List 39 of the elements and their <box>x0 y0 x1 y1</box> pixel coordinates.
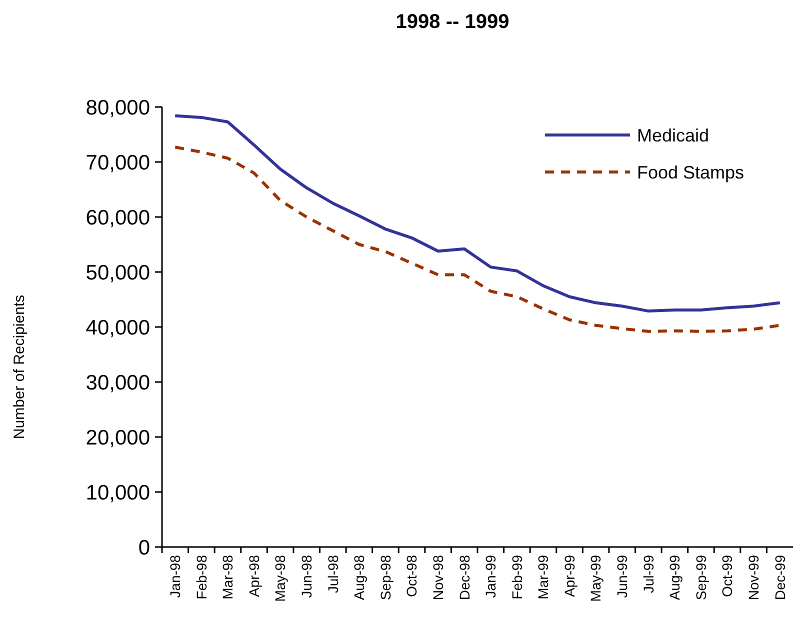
x-tick-label: Dec-98 <box>456 554 472 600</box>
x-tick-label: Nov-98 <box>430 554 446 600</box>
y-tick-label: 10,000 <box>86 481 150 504</box>
x-tick-label: Jan-99 <box>482 554 499 598</box>
y-tick-label: 0 <box>138 536 150 560</box>
y-tick-label: 80,000 <box>86 96 150 120</box>
x-tick-label: Sep-98 <box>377 554 394 600</box>
line-series <box>174 146 782 333</box>
legend-label: Food Stamps <box>637 162 744 182</box>
x-tick-label: Jun-99 <box>614 554 630 598</box>
x-tick-label: Oct-98 <box>404 554 420 598</box>
y-tick-label: 40,000 <box>86 316 150 340</box>
chart-title: 1998 -- 1999 <box>396 11 510 33</box>
y-tick-label: 70,000 <box>86 151 150 174</box>
x-tick-label: Feb-99 <box>508 554 525 600</box>
x-tick-label: Oct-99 <box>719 554 736 598</box>
x-tick-label: Nov-99 <box>745 554 762 600</box>
x-tick-label: Mar-98 <box>220 554 236 600</box>
y-axis-title: Number of Recipients <box>11 294 28 440</box>
x-tick-label: Jul-99 <box>640 554 656 594</box>
x-tick-label: Aug-99 <box>666 554 683 600</box>
x-tick-label: Apr-99 <box>561 554 578 598</box>
y-tick-label: 20,000 <box>86 426 150 450</box>
y-tick-label: 50,000 <box>86 261 150 284</box>
x-tick-label: Feb-98 <box>193 554 210 600</box>
x-tick-label: Sep-99 <box>692 554 709 600</box>
x-tick-label: Jan-98 <box>167 554 184 598</box>
x-tick-label: May-98 <box>272 554 288 602</box>
x-tick-label: Mar-99 <box>535 554 552 600</box>
y-tick-label: 60,000 <box>86 206 150 230</box>
y-tick-label: 30,000 <box>86 371 150 394</box>
line-series <box>174 114 782 313</box>
x-tick-label: May-99 <box>588 554 604 602</box>
x-tick-label: Aug-98 <box>351 554 368 600</box>
x-tick-label: Jul-98 <box>324 554 341 594</box>
x-tick-label: Apr-98 <box>246 554 262 598</box>
x-tick-label: Jun-98 <box>298 554 315 598</box>
legend-label: Medicaid <box>637 125 710 146</box>
x-tick-label: Dec-99 <box>772 554 788 600</box>
